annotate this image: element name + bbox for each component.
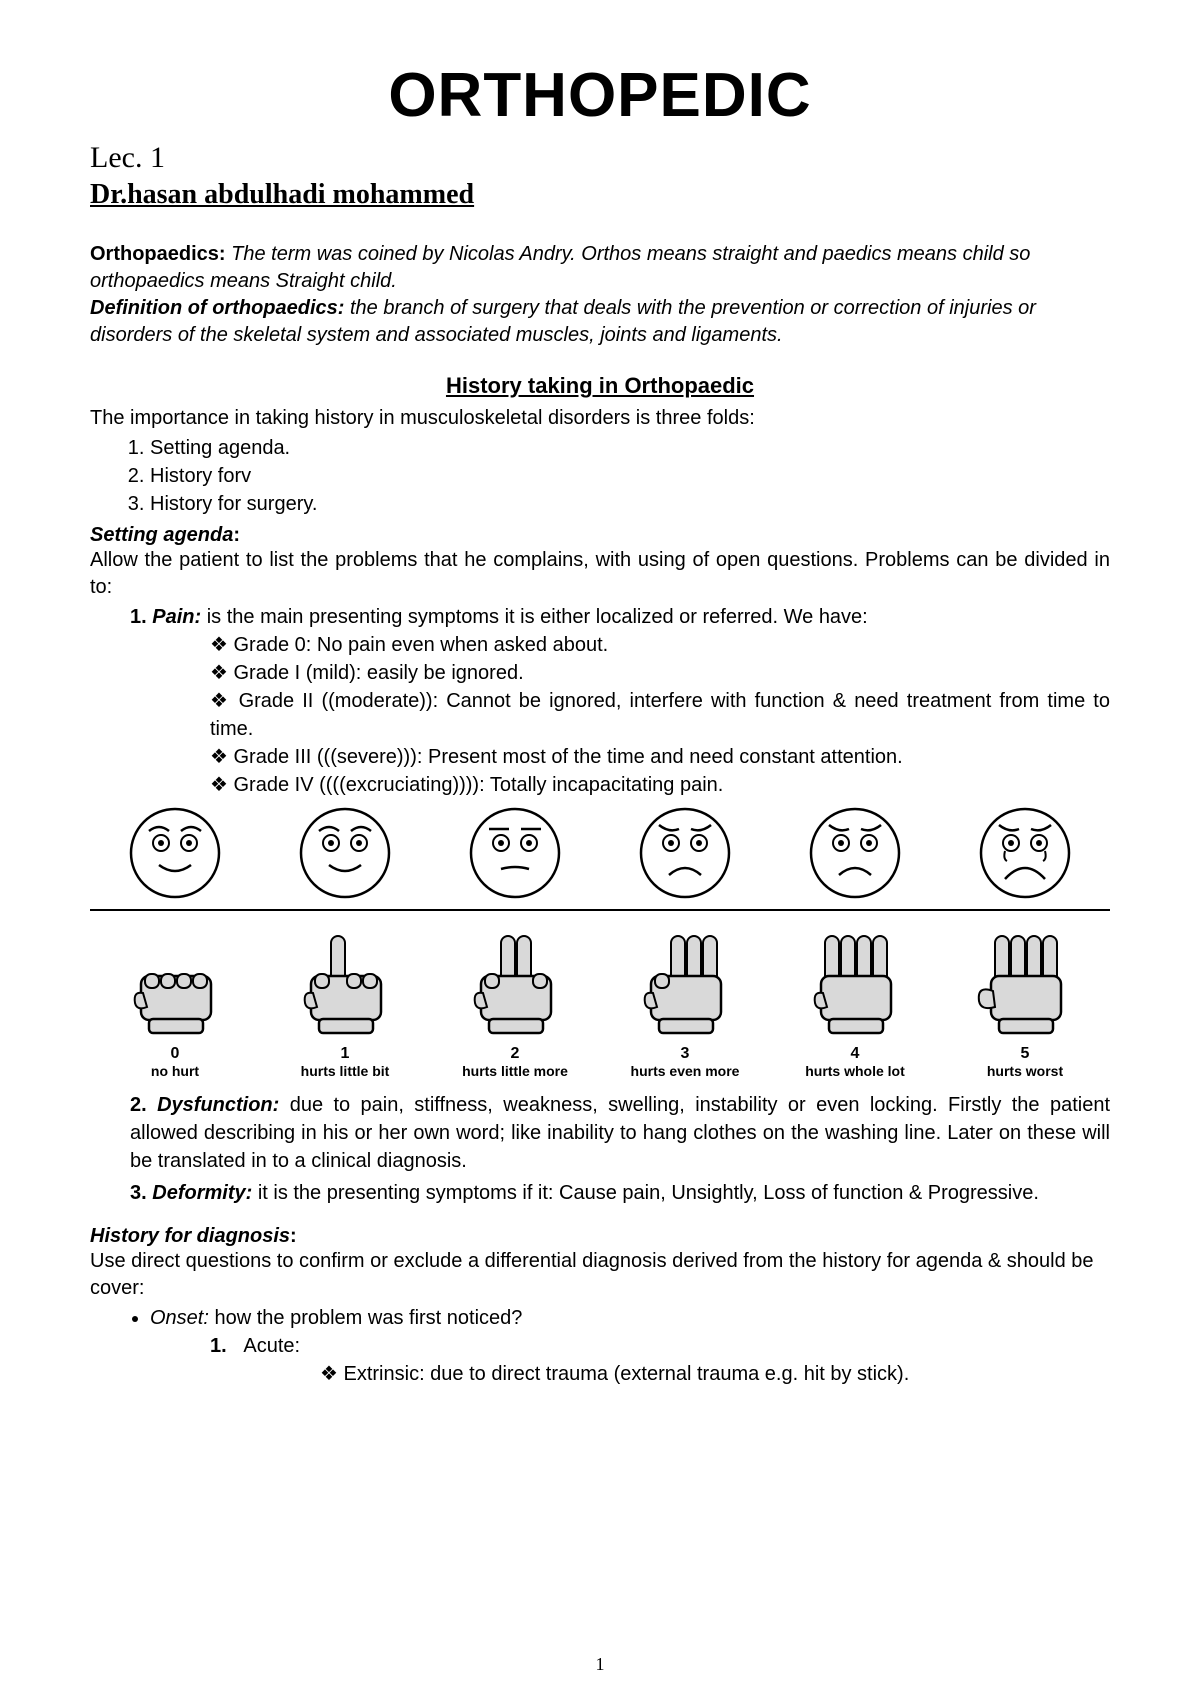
pain-face-icon xyxy=(290,803,400,903)
setting-agenda-text: Allow the patient to list the problems t… xyxy=(90,547,1110,601)
pain-face-icon xyxy=(120,803,230,903)
intro-text-1: The term was coined by Nicolas Andry. Or… xyxy=(90,243,1030,292)
scale-number: 1 xyxy=(260,1045,430,1063)
setting-agenda-heading: Setting agenda: xyxy=(90,524,1110,547)
history-diagnosis-heading: History for diagnosis: xyxy=(90,1225,1110,1248)
history-intro: The importance in taking history in musc… xyxy=(90,405,1110,432)
scale-number: 2 xyxy=(430,1045,600,1063)
history-diagnosis-text: Use direct questions to confirm or exclu… xyxy=(90,1248,1110,1302)
pain-hand-icon xyxy=(455,921,575,1041)
scale-number: 4 xyxy=(770,1045,940,1063)
pain-hand-icon xyxy=(795,921,915,1041)
scale-label: hurts worst xyxy=(940,1063,1110,1079)
pain-grade: Grade 0: No pain even when asked about. xyxy=(210,631,1110,659)
history-item: Setting agenda. xyxy=(150,434,1110,462)
section-heading-history: History taking in Orthopaedic xyxy=(90,373,1110,399)
pain-grade: Grade IV ((((excruciating)))): Totally i… xyxy=(210,771,1110,799)
onset-acute: 1. Acute: Extrinsic: due to direct traum… xyxy=(210,1332,1110,1388)
history-list: Setting agenda. History forv History for… xyxy=(150,434,1110,518)
pain-face-icon xyxy=(460,803,570,903)
diagnosis-onset: Onset: how the problem was first noticed… xyxy=(150,1304,1110,1388)
intro-lead-2: Definition of orthopaedics: xyxy=(90,297,344,319)
scale-label: hurts little bit xyxy=(260,1063,430,1079)
pain-hand-icon xyxy=(285,921,405,1041)
agenda-list-cont: 2. Dysfunction: due to pain, stiffness, … xyxy=(130,1091,1110,1207)
pain-grade: Grade I (mild): easily be ignored. xyxy=(210,659,1110,687)
history-item: History for surgery. xyxy=(150,490,1110,518)
document-title: ORTHOPEDIC xyxy=(90,60,1110,131)
page-number: 1 xyxy=(0,1654,1200,1675)
intro-paragraph: Orthopaedics: The term was coined by Nic… xyxy=(90,241,1110,349)
acute-sublist: Extrinsic: due to direct trauma (externa… xyxy=(320,1360,1110,1388)
pain-face-icon xyxy=(800,803,910,903)
agenda-deformity: 3. Deformity: it is the presenting sympt… xyxy=(130,1179,1110,1207)
pain-hand-icon xyxy=(625,921,745,1041)
pain-scale-figure: 012345 no hurthurts little bithurts litt… xyxy=(90,803,1110,1079)
agenda-dysfunction: 2. Dysfunction: due to pain, stiffness, … xyxy=(130,1091,1110,1175)
scale-label: hurts little more xyxy=(430,1063,600,1079)
scale-label: hurts whole lot xyxy=(770,1063,940,1079)
scale-label: no hurt xyxy=(90,1063,260,1079)
agenda-pain: 1. Pain: is the main presenting symptoms… xyxy=(130,603,1110,799)
pain-face-icon xyxy=(970,803,1080,903)
scale-number: 5 xyxy=(940,1045,1110,1063)
scale-number: 0 xyxy=(90,1045,260,1063)
author-name: Dr.hasan abdulhadi mohammed xyxy=(90,179,1110,211)
pain-grade: Grade II ((moderate)): Cannot be ignored… xyxy=(210,687,1110,743)
onset-sublist: 1. Acute: Extrinsic: due to direct traum… xyxy=(210,1332,1110,1388)
scale-label: hurts even more xyxy=(600,1063,770,1079)
intro-lead-1: Orthopaedics: xyxy=(90,243,226,265)
pain-hand-icon xyxy=(965,921,1085,1041)
scale-number: 3 xyxy=(600,1045,770,1063)
lecture-number: Lec. 1 xyxy=(90,141,1110,175)
agenda-list: 1. Pain: is the main presenting symptoms… xyxy=(130,603,1110,799)
pain-grade: Grade III (((severe))): Present most of … xyxy=(210,743,1110,771)
pain-hand-icon xyxy=(115,921,235,1041)
pain-grades: Grade 0: No pain even when asked about. … xyxy=(210,631,1110,799)
history-item: History forv xyxy=(150,462,1110,490)
pain-face-icon xyxy=(630,803,740,903)
diagnosis-list: Onset: how the problem was first noticed… xyxy=(150,1304,1110,1388)
acute-extrinsic: Extrinsic: due to direct trauma (externa… xyxy=(320,1360,1110,1388)
